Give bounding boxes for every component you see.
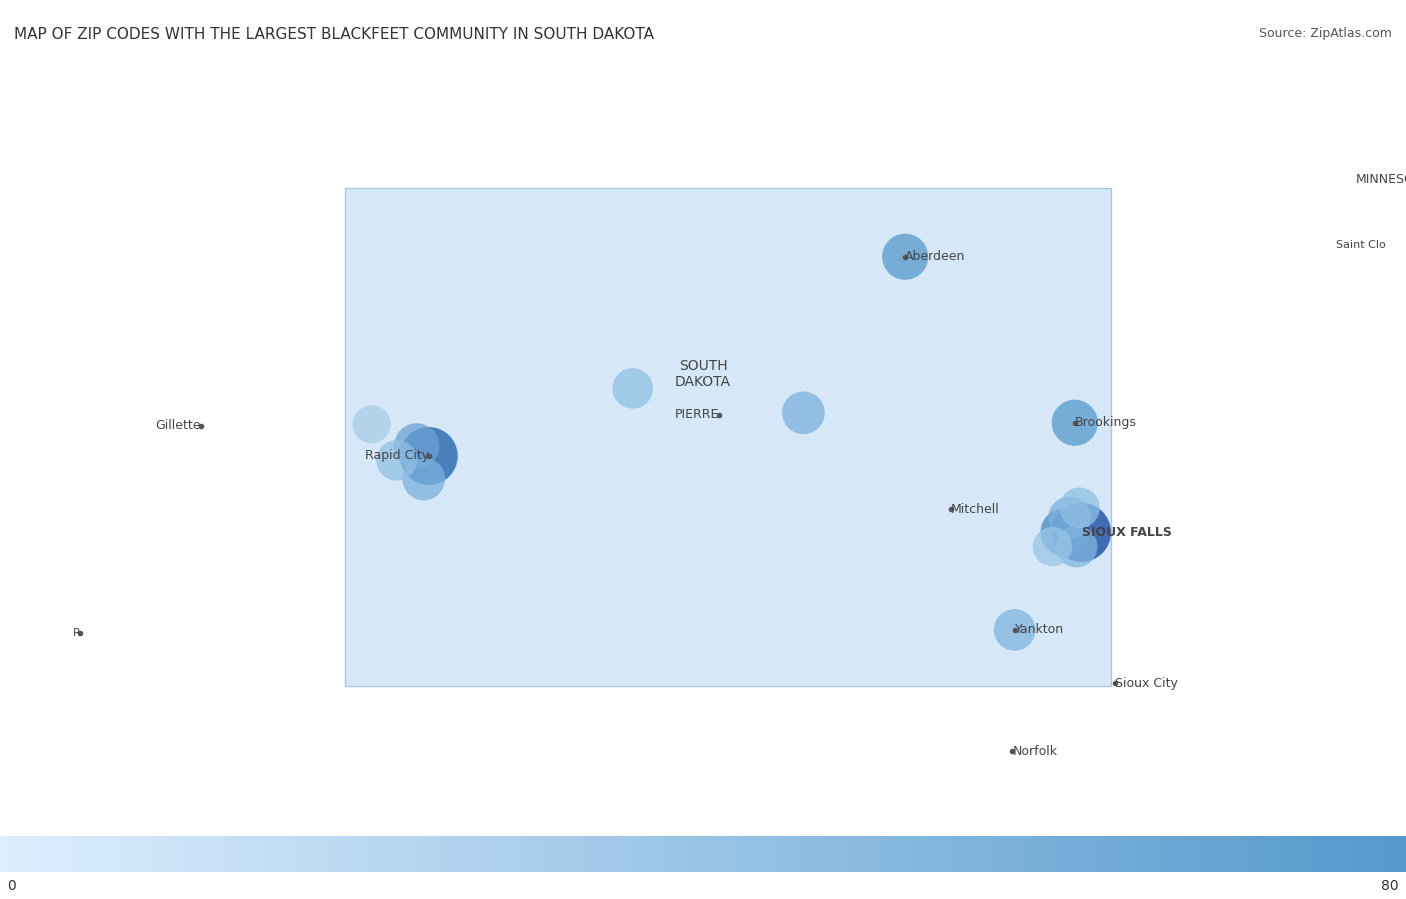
Text: MINNESOTA: MINNESOTA (1355, 174, 1406, 186)
Text: Norfolk: Norfolk (1012, 744, 1057, 758)
Point (1063, 415, 1085, 430)
Text: 80: 80 (1381, 878, 1399, 893)
Text: 0: 0 (7, 878, 15, 893)
Point (418, 449, 440, 463)
Point (360, 417, 382, 432)
Text: Source: ZipAtlas.com: Source: ZipAtlas.com (1258, 27, 1392, 40)
Point (1004, 623, 1026, 637)
Point (1069, 501, 1091, 515)
Point (1053, 525, 1076, 539)
Point (412, 472, 434, 486)
Point (1066, 539, 1088, 554)
Text: Gillette: Gillette (155, 419, 201, 432)
Point (385, 453, 408, 467)
Point (792, 405, 814, 420)
Text: Rapid City: Rapid City (364, 450, 429, 462)
Text: Sioux City: Sioux City (1115, 677, 1178, 690)
Text: Yankton: Yankton (1015, 623, 1064, 636)
Text: SOUTH
DAKOTA: SOUTH DAKOTA (675, 359, 731, 389)
Point (1070, 525, 1092, 539)
Point (1059, 511, 1081, 525)
Point (621, 381, 644, 396)
Text: Mitchell: Mitchell (950, 503, 1000, 516)
Text: SIOUX FALLS: SIOUX FALLS (1081, 526, 1171, 539)
Text: R: R (73, 628, 80, 638)
Text: Aberdeen: Aberdeen (905, 250, 966, 263)
Point (405, 439, 427, 453)
Point (894, 250, 917, 264)
FancyBboxPatch shape (346, 189, 1111, 686)
Point (1042, 539, 1064, 554)
Text: PIERRE: PIERRE (675, 408, 720, 421)
Text: Saint Clo: Saint Clo (1336, 239, 1385, 250)
Text: MAP OF ZIP CODES WITH THE LARGEST BLACKFEET COMMUNITY IN SOUTH DAKOTA: MAP OF ZIP CODES WITH THE LARGEST BLACKF… (14, 27, 654, 42)
Text: Brookings: Brookings (1074, 416, 1136, 429)
